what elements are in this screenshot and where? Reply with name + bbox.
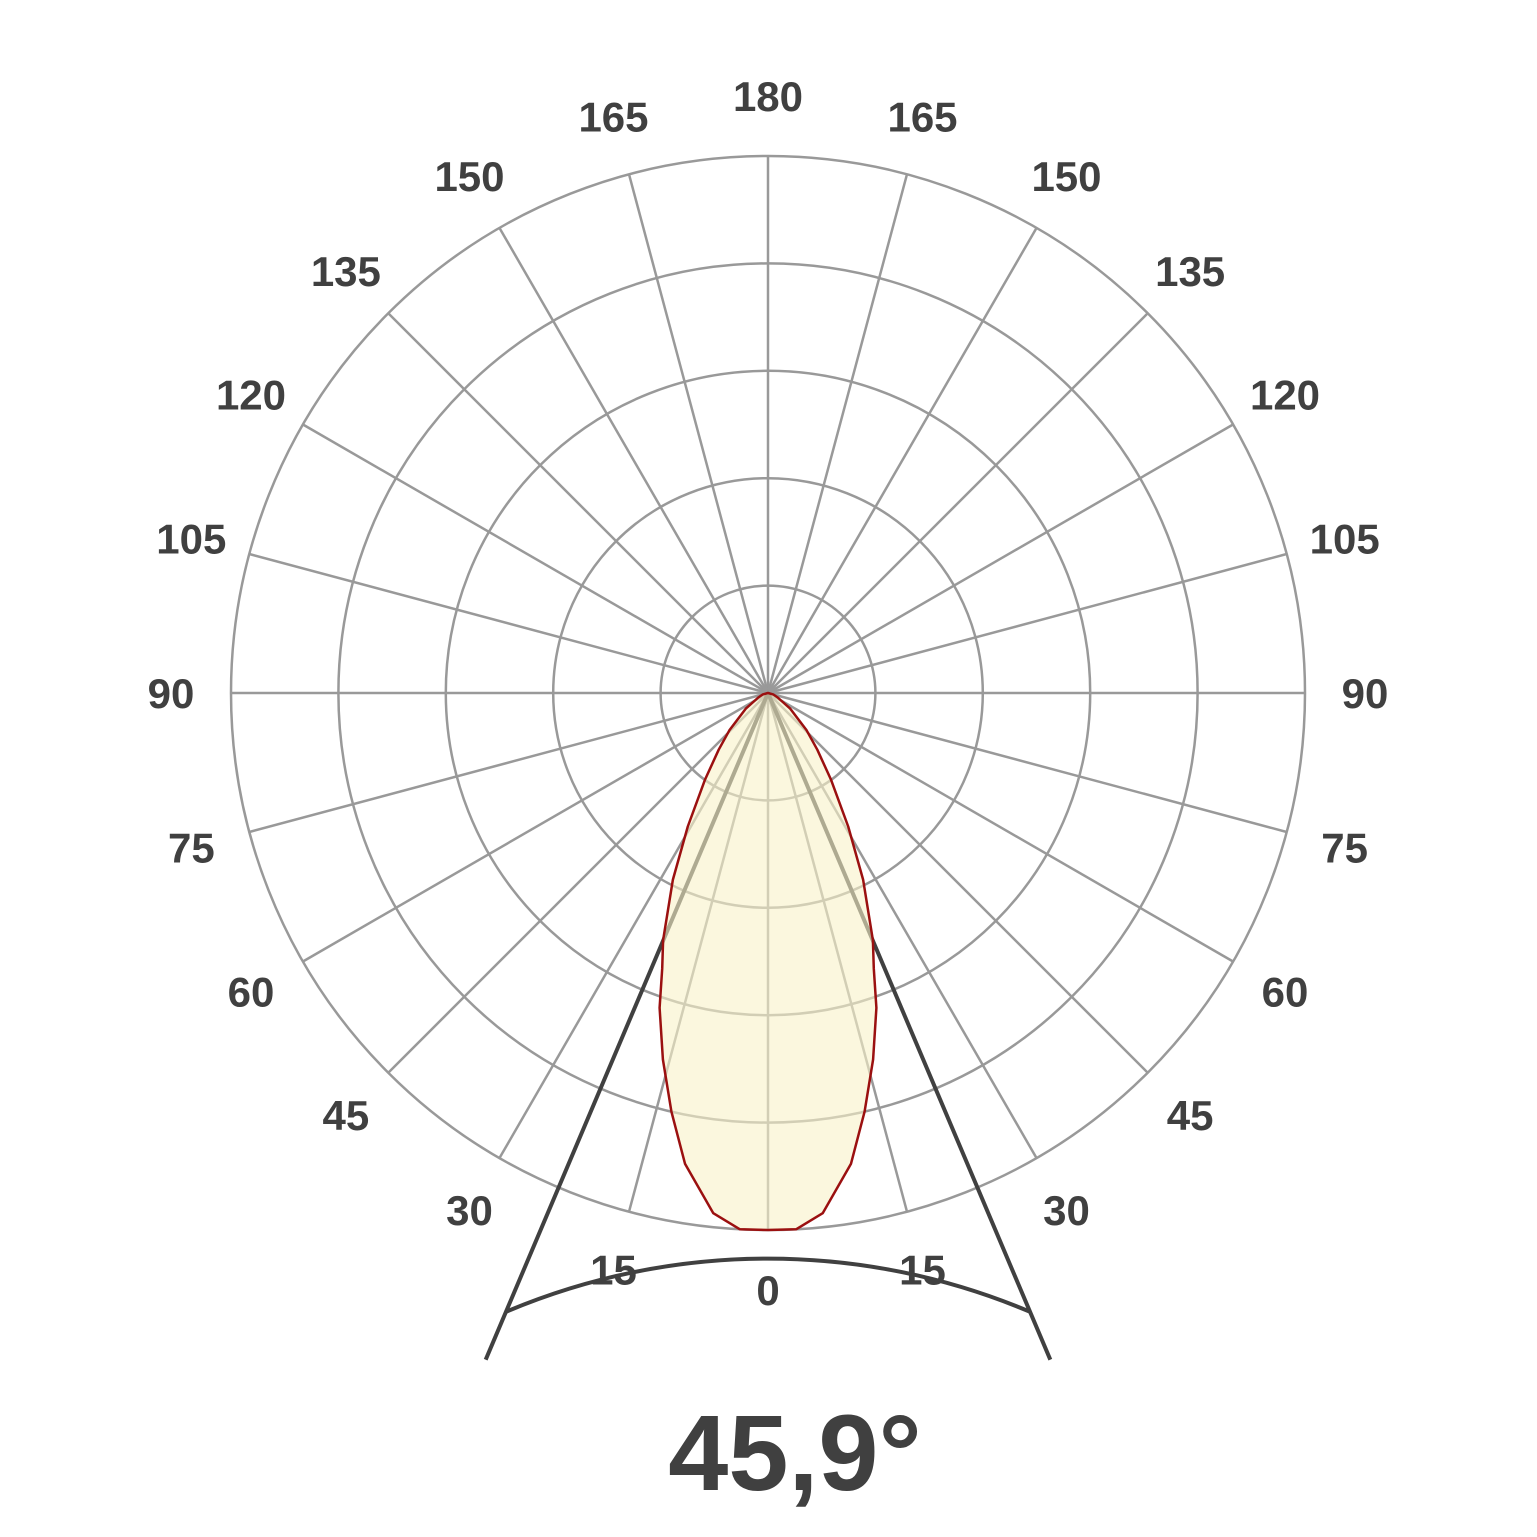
angle-label: 60 (228, 969, 275, 1016)
intensity-curve (658, 691, 878, 1232)
angle-label: 75 (168, 825, 215, 872)
angle-label: 30 (1043, 1187, 1090, 1234)
angle-labels: 0 15 30 45 60 75 90 105 120 135 150 165 180 15 30 45 60 7… (148, 73, 1389, 1314)
angle-label: 0 (756, 1267, 779, 1314)
grid-spoke (766, 173, 909, 694)
angle-label: 105 (1310, 515, 1380, 562)
angle-label: 120 (216, 372, 286, 419)
grid-spoke (767, 312, 1149, 694)
angle-label: 15 (590, 1247, 637, 1294)
grid-spoke (766, 227, 1038, 694)
beam-arc (505, 1256, 1031, 1314)
angle-label: 165 (887, 93, 957, 140)
angle-label: 105 (156, 515, 226, 562)
grid-spoke (387, 692, 769, 1074)
grid-spoke (767, 692, 1149, 1074)
angle-label: 180 (733, 73, 803, 120)
angle-label: 30 (446, 1187, 493, 1234)
angle-label: 60 (1262, 969, 1309, 1016)
intensity-fill (659, 693, 877, 1230)
angle-label: 135 (1155, 248, 1225, 295)
angle-label: 90 (148, 670, 195, 717)
angle-label: 15 (899, 1247, 946, 1294)
angle-label: 75 (1321, 825, 1368, 872)
angle-label: 150 (1031, 153, 1101, 200)
grid-spoke (248, 691, 769, 834)
grid-spoke (387, 312, 769, 694)
intensity-curve-group (658, 691, 878, 1232)
grid-spoke (627, 173, 770, 694)
angle-label: 45 (322, 1092, 369, 1139)
grid-spoke (498, 227, 770, 694)
angle-label: 135 (311, 248, 381, 295)
angle-label: 90 (1342, 670, 1389, 717)
grid-spoke (302, 423, 769, 695)
grid-spoke (767, 691, 1234, 963)
angle-label: 45 (1167, 1092, 1214, 1139)
angle-label: 165 (578, 93, 648, 140)
angle-label: 120 (1250, 372, 1320, 419)
grid-spoke (767, 552, 1288, 695)
grid-spoke (302, 691, 769, 963)
beam-angle-label: 45,9° (668, 1392, 921, 1513)
angle-label: 150 (434, 153, 504, 200)
grid-spoke (248, 552, 769, 695)
grid-spoke (767, 691, 1288, 834)
grid-spoke (767, 423, 1234, 695)
